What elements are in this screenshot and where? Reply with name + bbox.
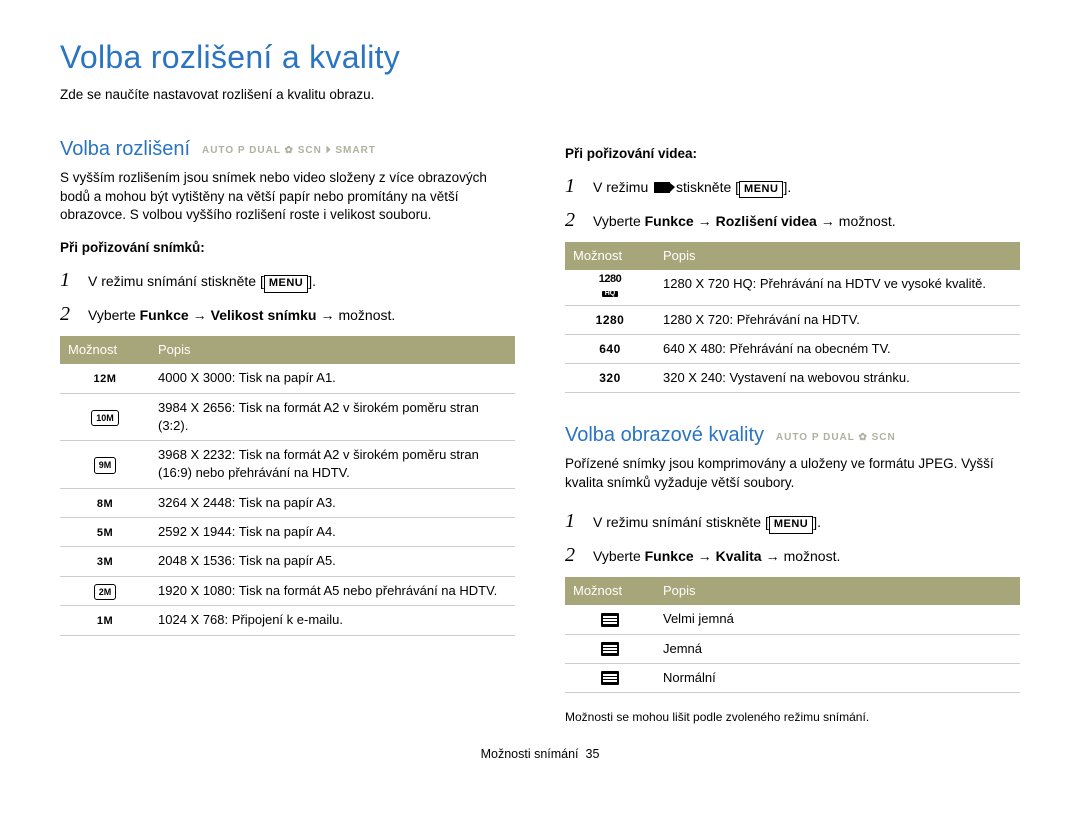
table-row: Normální xyxy=(565,663,1020,692)
step-text: Vyberte Funkce→Rozlišení videa→možnost. xyxy=(593,212,896,232)
menu-button-label: MENU xyxy=(769,516,813,533)
step-text: V režimu snímání stiskněte [MENU]. xyxy=(88,272,316,292)
two-column-layout: Volba rozlišení AUTO P DUAL ✿ SCN ⏵ SMAR… xyxy=(60,135,1020,726)
photo-subhead: Při pořizování snímků: xyxy=(60,239,515,258)
table-row: 1M1024 X 768: Připojení k e-mailu. xyxy=(60,606,515,635)
quality-mode-icons: AUTO P DUAL ✿ SCN xyxy=(776,432,896,443)
step-number: 2 xyxy=(60,300,82,328)
right-column: Při pořizování videa: 1 V režimu stiskně… xyxy=(565,135,1020,726)
table-row: 12801280 X 720: Přehrávání na HDTV. xyxy=(565,305,1020,334)
table-row: 1280HQ1280 X 720 HQ: Přehrávání na HDTV … xyxy=(565,270,1020,306)
left-column: Volba rozlišení AUTO P DUAL ✿ SCN ⏵ SMAR… xyxy=(60,135,515,726)
quality-footnote: Možnosti se mohou lišit podle zvoleného … xyxy=(565,709,1020,726)
quality-step-2: 2 Vyberte Funkce→Kvalita→možnost. xyxy=(565,541,1020,569)
page-title: Volba rozlišení a kvality xyxy=(60,35,1020,80)
video-step-2: 2 Vyberte Funkce→Rozlišení videa→možnost… xyxy=(565,206,1020,234)
quality-icon-superfine xyxy=(601,613,619,627)
table-header-desc: Popis xyxy=(655,577,1020,605)
table-row: 9M3968 X 2232: Tisk na formát A2 v širok… xyxy=(60,441,515,488)
step-text: Vyberte Funkce→Kvalita→možnost. xyxy=(593,547,840,567)
table-header-desc: Popis xyxy=(655,242,1020,270)
menu-button-label: MENU xyxy=(264,275,308,292)
table-row: Velmi jemná xyxy=(565,605,1020,634)
table-header-option: Možnost xyxy=(565,577,655,605)
table-header-option: Možnost xyxy=(60,336,150,364)
step-number: 2 xyxy=(565,541,587,569)
page-intro: Zde se naučíte nastavovat rozlišení a kv… xyxy=(60,86,1020,105)
resolution-mode-icons: AUTO P DUAL ✿ SCN ⏵ SMART xyxy=(202,145,376,156)
quality-heading: Volba obrazové kvality xyxy=(565,421,764,449)
table-row: 320320 X 240: Vystavení na webovou strán… xyxy=(565,364,1020,393)
quality-table: Možnost Popis Velmi jemná Jemná Normální xyxy=(565,577,1020,693)
table-row: 8M3264 X 2448: Tisk na papír A3. xyxy=(60,488,515,517)
resolution-paragraph: S vyšším rozlišením jsou snímek nebo vid… xyxy=(60,169,515,226)
table-header-option: Možnost xyxy=(565,242,655,270)
page-footer: Možnosti snímání 35 xyxy=(60,746,1020,764)
table-row: 12M4000 X 3000: Tisk na papír A1. xyxy=(60,364,515,393)
table-row: 3M2048 X 1536: Tisk na papír A5. xyxy=(60,547,515,576)
quality-step-1: 1 V režimu snímání stiskněte [MENU]. xyxy=(565,507,1020,535)
resolution-heading: Volba rozlišení xyxy=(60,135,190,163)
video-subhead: Při pořizování videa: xyxy=(565,145,1020,164)
quality-icon-fine xyxy=(601,642,619,656)
video-resolution-table: Možnost Popis 1280HQ1280 X 720 HQ: Přehr… xyxy=(565,242,1020,394)
table-row: 2M1920 X 1080: Tisk na formát A5 nebo př… xyxy=(60,576,515,606)
menu-button-label: MENU xyxy=(739,181,783,198)
step-number: 2 xyxy=(565,206,587,234)
table-row: Jemná xyxy=(565,634,1020,663)
step-text: Vyberte Funkce→Velikost snímku→možnost. xyxy=(88,306,395,326)
table-row: 640640 X 480: Přehrávání na obecném TV. xyxy=(565,335,1020,364)
video-step-1: 1 V režimu stiskněte [MENU]. xyxy=(565,172,1020,200)
photo-resolution-table: Možnost Popis 12M4000 X 3000: Tisk na pa… xyxy=(60,336,515,635)
step-text: V režimu snímání stiskněte [MENU]. xyxy=(593,513,821,533)
table-row: 5M2592 X 1944: Tisk na papír A4. xyxy=(60,517,515,546)
step-number: 1 xyxy=(565,172,587,200)
video-mode-icon xyxy=(654,182,670,193)
photo-step-1: 1 V režimu snímání stiskněte [MENU]. xyxy=(60,266,515,294)
photo-step-2: 2 Vyberte Funkce→Velikost snímku→možnost… xyxy=(60,300,515,328)
quality-icon-normal xyxy=(601,671,619,685)
quality-paragraph: Pořízené snímky jsou komprimovány a ulož… xyxy=(565,455,1020,493)
table-header-desc: Popis xyxy=(150,336,515,364)
table-row: 10M3984 X 2656: Tisk na formát A2 v širo… xyxy=(60,393,515,440)
step-number: 1 xyxy=(565,507,587,535)
step-number: 1 xyxy=(60,266,82,294)
step-text: V režimu stiskněte [MENU]. xyxy=(593,178,791,198)
